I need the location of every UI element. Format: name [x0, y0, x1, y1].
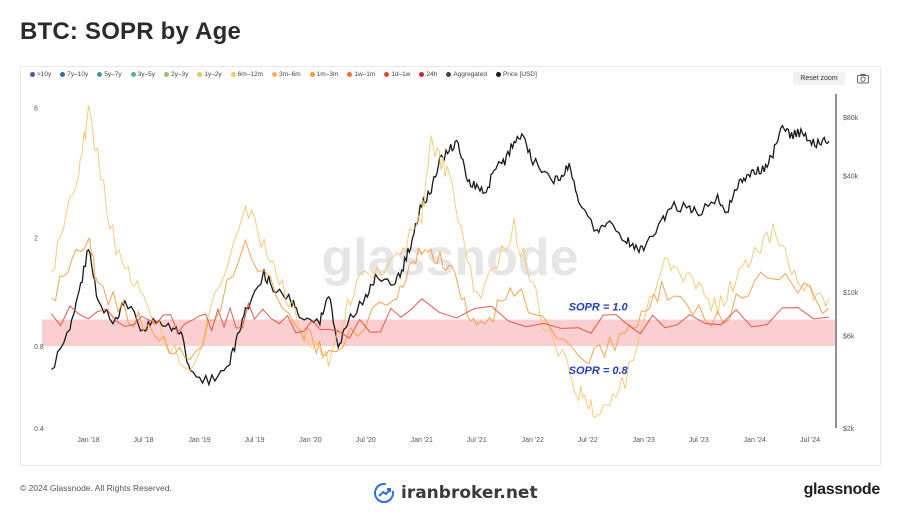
legend-label: 7y–10y [67, 71, 89, 78]
y-left-tick-label: 0.4 [34, 426, 44, 433]
legend-item[interactable]: >10y [30, 71, 51, 78]
x-tick-label: Jul '20 [356, 437, 376, 444]
chart-legend: >10y 7y–10y 5y–7y 3y–5y 2y–3y 1y–2y 6m–12m 3m–6… [30, 71, 537, 78]
series-line-3 [51, 298, 829, 340]
series-line-0 [51, 124, 830, 387]
x-tick-label: Jan '18 [77, 437, 99, 444]
legend-item[interactable]: 5y–7y [97, 71, 122, 78]
legend-label: 1y–2y [204, 71, 222, 78]
legend-item[interactable]: 1m–3m [309, 71, 339, 78]
legend-label: 3y–5y [137, 71, 155, 78]
legend-item[interactable]: 1y–2y [197, 71, 222, 78]
page-title: BTC: SOPR by Age [20, 18, 241, 45]
legend-dot-icon [446, 72, 452, 77]
chart-growth-icon [374, 483, 394, 503]
x-tick-label: Jan '19 [188, 437, 210, 444]
legend-dot-icon [495, 72, 501, 77]
legend-label: >10y [37, 71, 52, 78]
y-right-tick-label: $6k [843, 333, 855, 340]
brand-center-text: iranbroker.net [401, 483, 538, 503]
x-tick-label: Jul '19 [245, 437, 265, 444]
legend-label: 2y–3y [170, 71, 189, 78]
legend-dot-icon [163, 72, 169, 77]
legend-item[interactable]: Price [USD] [495, 71, 537, 78]
legend-dot-icon [97, 72, 103, 77]
legend-dot-icon [309, 72, 315, 77]
x-tick-label: Jan '23 [633, 437, 655, 444]
brand-center[interactable]: iranbroker.net [373, 482, 538, 504]
legend-item[interactable]: 1w–1m [347, 71, 375, 78]
legend-label: 1w–1m [354, 71, 376, 78]
y-left-tick-label: 6 [34, 105, 38, 112]
legend-label: 24h [426, 71, 438, 78]
x-tick-label: Jul '18 [134, 437, 154, 444]
x-tick-label: Jan '21 [411, 437, 433, 444]
legend-item[interactable]: 1d–1w [384, 71, 410, 78]
y-right-tick-label: $80k [843, 115, 859, 122]
legend-item[interactable]: Aggregated [446, 71, 487, 78]
legend-item[interactable]: 6m–12m [230, 71, 263, 78]
camera-icon[interactable] [856, 72, 870, 85]
legend-label: Aggregated [453, 71, 487, 78]
annotation-label: SOPR = 1.0 [569, 301, 629, 313]
series-line-1 [51, 105, 830, 418]
copyright-text: © 2024 Glassnode. All Rights Reserved. [20, 483, 172, 493]
x-tick-label: Jul '21 [467, 437, 487, 444]
legend-item[interactable]: 3m–6m [271, 71, 301, 78]
legend-label: 6m–12m [237, 71, 263, 78]
legend-dot-icon [30, 72, 35, 77]
legend-label: Price [USD] [502, 71, 537, 78]
legend-dot-icon [130, 72, 136, 77]
x-tick-label: Jan '20 [299, 437, 321, 444]
legend-label: 1m–3m [316, 71, 339, 78]
legend-dot-icon [230, 72, 236, 77]
legend-dot-icon [347, 72, 353, 77]
legend-dot-icon [384, 72, 390, 77]
legend-item[interactable]: 2y–3y [163, 71, 189, 78]
x-tick-label: Jul '22 [578, 437, 598, 444]
y-left-tick-label: 2 [34, 236, 38, 243]
legend-dot-icon [271, 72, 277, 77]
y-right-tick-label: $10k [843, 290, 859, 297]
series-line-2 [51, 236, 830, 365]
x-tick-label: Jul '24 [800, 437, 820, 444]
legend-dot-icon [197, 72, 203, 77]
y-right-tick-label: $2k [843, 426, 855, 433]
legend-dot-icon [419, 72, 425, 77]
brand-logo-text: glassnode [803, 481, 881, 498]
legend-item[interactable]: 24h [419, 71, 437, 78]
x-tick-label: Jan '24 [744, 437, 766, 444]
legend-item[interactable]: 3y–5y [130, 71, 155, 78]
chart-watermark: glassnode [321, 229, 578, 287]
reset-zoom-button[interactable]: Reset zoom [793, 72, 845, 85]
x-tick-label: Jul '23 [689, 437, 709, 444]
x-tick-label: Jan '22 [522, 437, 544, 444]
annotation-label: SOPR = 0.8 [569, 365, 629, 377]
legend-label: 5y–7y [104, 71, 122, 78]
legend-dot-icon [60, 72, 66, 77]
legend-label: 3m–6m [278, 71, 301, 78]
y-right-tick-label: $40k [843, 173, 859, 180]
legend-label: 1d–1w [391, 71, 411, 78]
legend-item[interactable]: 7y–10y [60, 71, 88, 78]
y-left-tick-label: 0.8 [34, 344, 44, 351]
